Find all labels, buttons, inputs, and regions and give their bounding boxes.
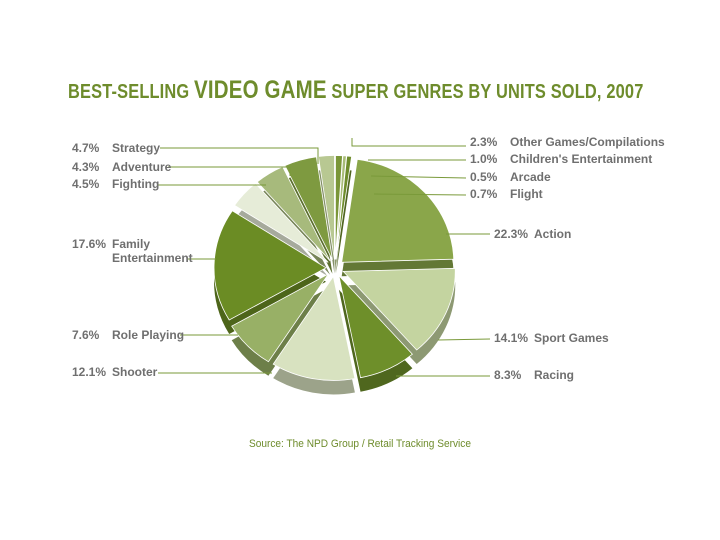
label-group-strategy: 4.7% Strategy xyxy=(72,141,319,164)
pct-label-action: 22.3% xyxy=(494,227,528,241)
pct-label-adventure: 4.3% xyxy=(72,160,100,174)
pie-slice-action xyxy=(341,158,455,263)
label-group-other-games-compilations: 2.3% Other Games/Compilations xyxy=(351,135,665,149)
pct-label-arcade: 0.5% xyxy=(470,170,498,184)
pie-slice-fighting xyxy=(233,182,329,263)
label-group-role-playing: 7.6% Role Playing xyxy=(72,328,238,342)
label-group-arcade: 0.5% Arcade xyxy=(370,170,551,184)
name-label-sport-games: Sport Games xyxy=(534,331,609,345)
label-group-sport-games: 14.1% Sport Games xyxy=(437,331,609,345)
name-label-adventure: Adventure xyxy=(112,160,172,174)
pie-slice-family-entertainment xyxy=(213,210,327,321)
pct-label-children-s-entertainment: 1.0% xyxy=(470,152,498,166)
pct-label-fighting: 4.5% xyxy=(72,177,100,191)
pct-label-strategy: 4.7% xyxy=(72,141,100,155)
label-group-fighting: 4.5% Fighting xyxy=(72,177,266,191)
title-part-2: SUPER GENRES BY UNITS SOLD, 2007 xyxy=(326,81,644,103)
title-emphasis: VIDEO GAME xyxy=(194,76,327,104)
name-label-racing: Racing xyxy=(534,368,574,382)
name-label-shooter: Shooter xyxy=(112,365,158,379)
pie-slice-flight xyxy=(335,155,353,260)
label-group-shooter: 12.1% Shooter xyxy=(72,365,272,379)
name-label-family-entertainment-line-2: Entertainment xyxy=(112,251,193,265)
pct-label-sport-games: 14.1% xyxy=(494,331,528,345)
leader-line-other-games-compilations xyxy=(351,138,466,147)
pie-slice-shooter xyxy=(272,275,356,381)
name-label-family-entertainment-line-1: Family xyxy=(112,237,150,251)
source-note: Source: The NPD Group / Retail Tracking … xyxy=(248,438,471,450)
pct-label-flight: 0.7% xyxy=(470,187,498,201)
name-label-other-games-compilations: Other Games/Compilations xyxy=(510,135,665,149)
label-group-flight: 0.7% Flight xyxy=(373,187,543,201)
pct-label-shooter: 12.1% xyxy=(72,365,106,379)
label-group-racing: 8.3% Racing xyxy=(396,368,574,382)
pie-slice-role-playing xyxy=(231,273,329,363)
label-group-children-s-entertainment: 1.0% Children's Entertainment xyxy=(368,152,652,166)
name-label-strategy: Strategy xyxy=(112,141,160,155)
pie-slice-strategy xyxy=(284,156,333,260)
name-label-fighting: Fighting xyxy=(112,177,159,191)
label-group-action: 22.3% Action xyxy=(446,227,571,241)
name-label-action: Action xyxy=(534,227,571,241)
name-label-children-s-entertainment: Children's Entertainment xyxy=(510,152,652,166)
name-label-arcade: Arcade xyxy=(510,170,551,184)
leader-line-arcade xyxy=(370,175,467,179)
chart-title: BEST-SELLING VIDEO GAME SUPER GENRES BY … xyxy=(68,76,643,105)
pct-label-family-entertainment: 17.6% xyxy=(72,237,106,251)
name-label-flight: Flight xyxy=(510,187,543,201)
leader-line-flight xyxy=(373,193,467,196)
leader-line-adventure xyxy=(168,166,291,176)
pct-label-other-games-compilations: 2.3% xyxy=(470,135,498,149)
slice-side-12 xyxy=(336,170,352,274)
pie-slices xyxy=(213,155,456,395)
name-label-role-playing: Role Playing xyxy=(112,328,184,342)
pct-label-racing: 8.3% xyxy=(494,368,522,382)
pct-label-role-playing: 7.6% xyxy=(72,328,100,342)
leader-line-strategy xyxy=(160,147,319,164)
pie-slice-racing xyxy=(338,274,413,379)
pie-slice-children-s-entertainment xyxy=(334,155,343,260)
title-part-1: BEST-SELLING xyxy=(68,81,195,103)
pie-slice-sport-games xyxy=(342,267,456,351)
label-group-adventure: 4.3% Adventure xyxy=(72,160,291,176)
pie-labels: 22.3% Action 14.1% Sport Games 8.3% Racing 12.… xyxy=(72,135,665,382)
leader-line-sport-games xyxy=(437,338,491,341)
